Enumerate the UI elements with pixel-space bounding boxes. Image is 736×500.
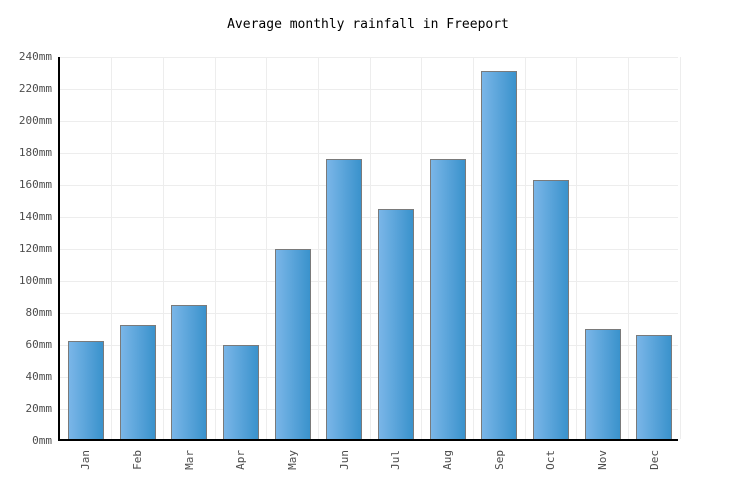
v-gridline [627, 57, 629, 439]
x-axis-tick-label: Apr [234, 450, 248, 470]
x-axis-tick-label: Jan [79, 450, 93, 470]
h-gridline [60, 216, 678, 218]
x-axis-tick-label: Aug [441, 450, 454, 470]
v-gridline [524, 57, 526, 439]
y-axis-tick-label: 80mm [25, 306, 53, 319]
y-axis-tick-label: 100mm [18, 274, 52, 287]
v-gridline [214, 57, 216, 439]
x-axis-tick-label: Jul [389, 450, 403, 470]
v-gridline [111, 57, 113, 439]
v-gridline [162, 57, 164, 439]
y-axis-tick-label: 0mm [32, 434, 52, 447]
y-axis-tick-label: 200mm [18, 114, 52, 127]
x-axis-tick-label: Mar [182, 450, 196, 470]
bar-apr [222, 344, 259, 439]
y-axis-tick-label: 140mm [18, 210, 52, 223]
y-axis-tick-label: 20mm [25, 402, 53, 415]
bar-sep [481, 71, 518, 439]
h-gridline [60, 184, 678, 186]
h-gridline [60, 312, 678, 314]
x-axis-tick-label: Jun [337, 450, 351, 470]
bar-feb [119, 325, 156, 439]
y-axis-tick-label: 220mm [18, 82, 52, 95]
bar-oct [532, 179, 569, 439]
y-axis-tick-label: 60mm [25, 338, 53, 351]
bar-jan [67, 341, 104, 439]
h-gridline [60, 376, 678, 378]
h-gridline [60, 120, 678, 122]
v-gridline [266, 57, 268, 439]
bar-mar [171, 304, 208, 439]
v-gridline [421, 57, 423, 439]
h-gridline [60, 344, 678, 346]
y-axis-tick-label: 180mm [18, 146, 52, 159]
h-gridline [60, 248, 678, 250]
y-axis-tick-label: 160mm [18, 178, 52, 191]
v-gridline [576, 57, 578, 439]
bar-jul [377, 208, 414, 439]
chart-title: Average monthly rainfall in Freeport [227, 17, 509, 32]
y-axis-tick-label: 40mm [25, 370, 53, 383]
h-gridline [60, 56, 678, 58]
h-gridline [60, 408, 678, 410]
bar-aug [429, 159, 466, 439]
y-axis-tick-label: 240mm [18, 50, 52, 63]
bar-may [274, 248, 311, 439]
y-axis-tick-label: 120mm [18, 242, 52, 255]
v-gridline [679, 57, 681, 439]
x-axis-tick-label: Feb [131, 450, 144, 470]
bar-nov [584, 328, 621, 439]
h-gridline [60, 88, 678, 90]
v-gridline [317, 57, 319, 439]
v-gridline [369, 57, 371, 439]
h-gridline [60, 280, 678, 282]
x-axis-tick-label: Oct [544, 450, 558, 470]
bar-jun [326, 159, 363, 439]
x-axis-tick-label: May [286, 450, 299, 470]
bar-dec [636, 335, 673, 439]
v-gridline [472, 57, 474, 439]
x-axis-tick-label: Dec [647, 450, 661, 470]
h-gridline [60, 152, 678, 154]
x-axis-tick-label: Nov [596, 450, 609, 470]
plot-area: 0mm 20mm 40mm 60mm 80mm 100mm 120mm 140mm 160mm 1… [19, 50, 681, 470]
x-axis-tick-label: Sep [492, 450, 506, 470]
